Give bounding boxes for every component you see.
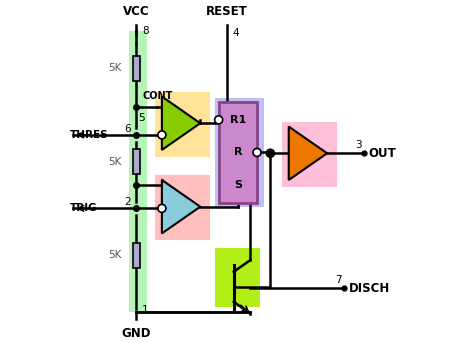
Bar [128, 32, 147, 312]
Text: 4: 4 [232, 28, 238, 38]
Text: 5K: 5K [108, 157, 121, 167]
Text: 5K: 5K [108, 63, 121, 73]
Text: S: S [234, 180, 242, 190]
Text: 5K: 5K [108, 250, 121, 260]
Text: R1: R1 [230, 115, 246, 125]
Circle shape [253, 149, 261, 156]
Bar [215, 248, 260, 307]
Text: CONT: CONT [142, 91, 173, 100]
Text: DISCH: DISCH [349, 282, 390, 295]
Text: GND: GND [121, 327, 151, 340]
Circle shape [158, 204, 166, 212]
Polygon shape [289, 127, 327, 180]
Text: RESET: RESET [206, 5, 248, 18]
Bar [133, 56, 140, 81]
Bar [133, 243, 140, 268]
Text: 2: 2 [125, 197, 131, 208]
Text: R: R [234, 147, 242, 157]
Bar [133, 149, 140, 174]
Text: 8: 8 [142, 26, 149, 36]
Circle shape [215, 116, 223, 124]
Circle shape [266, 149, 274, 157]
Bar [282, 121, 337, 187]
Bar [155, 175, 210, 240]
Text: THRES: THRES [70, 130, 109, 140]
Polygon shape [162, 180, 201, 233]
Bar [155, 92, 210, 157]
Text: 3: 3 [356, 140, 362, 150]
Text: OUT: OUT [369, 147, 397, 160]
Text: 7: 7 [336, 275, 342, 285]
Circle shape [158, 131, 166, 139]
Polygon shape [162, 96, 201, 150]
Text: TRIG: TRIG [70, 203, 98, 213]
Text: 6: 6 [125, 124, 131, 134]
Text: VCC: VCC [123, 5, 149, 18]
Bar [219, 102, 257, 203]
Bar [215, 98, 264, 207]
Text: 5: 5 [138, 113, 145, 123]
Text: 1: 1 [142, 305, 149, 315]
